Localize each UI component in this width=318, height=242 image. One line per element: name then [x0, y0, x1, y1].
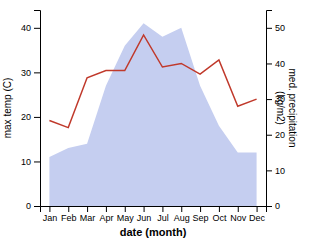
tick-label: 0: [275, 201, 280, 211]
tick: 40: [266, 59, 285, 69]
tick-mark: [106, 206, 107, 212]
tick: 20: [266, 130, 285, 140]
tick-label: 0: [26, 201, 31, 211]
tick-mark: [266, 206, 272, 207]
tick-mark: [49, 206, 50, 212]
tick: May: [117, 206, 135, 223]
tick: 0: [26, 201, 40, 211]
tick-label: Jul: [157, 213, 169, 223]
tick-mark: [34, 28, 40, 29]
y2-axis-title-line: (kg/m2): [275, 91, 286, 125]
tick-label: Sep: [193, 213, 209, 223]
tick: 10: [266, 166, 285, 176]
tick-mark: [125, 206, 126, 212]
tick-mark: [266, 63, 272, 64]
tick-label: Mar: [80, 213, 96, 223]
tick: Sep: [193, 206, 209, 223]
tick: Jul: [157, 206, 169, 223]
tick: Aug: [174, 206, 190, 223]
tick-mark: [266, 135, 272, 136]
y2-axis-title: med. precipitation(kg/m2): [275, 69, 298, 148]
tick-label: 10: [275, 166, 285, 176]
tick-mark: [144, 206, 145, 212]
x-axis-title: date (month): [120, 226, 187, 238]
tick-mark: [181, 206, 182, 212]
tick-mark: [219, 206, 220, 212]
tick: Nov: [230, 206, 247, 223]
tick: 20: [21, 112, 40, 122]
tick-label: Jun: [137, 213, 152, 223]
tick-mark: [162, 206, 163, 212]
tick-mark: [266, 170, 272, 171]
tick-mark: [34, 161, 40, 162]
tick-mark: [34, 206, 40, 207]
area: [49, 23, 256, 206]
tick: Feb: [61, 206, 77, 223]
tick-mark: [34, 117, 40, 118]
tick-mark: [34, 72, 40, 73]
tick: 40: [21, 23, 40, 33]
plot: JanFebMarApr MayJun Jul AugSepOctNovDec 0 10 2…: [21, 11, 285, 224]
tick-label: Apr: [99, 213, 113, 223]
tick-mark: [238, 206, 239, 212]
tick: 10: [21, 157, 40, 167]
tick-mark: [68, 206, 69, 212]
tick-label: Feb: [61, 213, 77, 223]
tick-mark: [87, 206, 88, 212]
tick-mark: [266, 99, 272, 100]
tick-label: 40: [21, 23, 31, 33]
tick-label: 20: [275, 130, 285, 140]
x-axis: JanFebMarApr MayJun Jul AugSepOctNovDec: [41, 206, 267, 223]
y2-axis-title-line: med. precipitation: [287, 69, 298, 148]
tick-label: 10: [21, 157, 31, 167]
tick-label: Dec: [249, 213, 266, 223]
y-axis: 0 10 20 30 40: [21, 11, 41, 212]
marks: [49, 23, 256, 206]
tick-mark: [257, 206, 258, 212]
tick-label: Nov: [230, 213, 247, 223]
axis-line: [267, 11, 273, 207]
tick-label: Aug: [174, 213, 190, 223]
tick-label: 20: [21, 112, 31, 122]
tick: 50: [266, 23, 285, 33]
line: [49, 35, 256, 128]
tick-label: Oct: [212, 213, 227, 223]
tick-label: 50: [275, 23, 285, 33]
tick: Mar: [80, 206, 96, 223]
y2-axis: 01020304050: [266, 11, 285, 212]
chart: JanFebMarApr MayJun Jul AugSepOctNovDec 0 10 2…: [0, 0, 318, 242]
tick-label: Jan: [43, 213, 58, 223]
y-axis-title: max temp (C): [2, 78, 13, 139]
tick-mark: [200, 206, 201, 212]
tick-label: 30: [21, 68, 31, 78]
tick: 30: [21, 68, 40, 78]
tick: Oct: [212, 206, 227, 223]
axis-line: [41, 207, 267, 213]
tick-label: May: [117, 213, 135, 223]
tick: Apr: [99, 206, 113, 223]
axis-line: [34, 11, 41, 207]
tick: Jan: [43, 206, 58, 223]
tick-label: 40: [275, 59, 285, 69]
tick-mark: [266, 28, 272, 29]
tick: Dec: [249, 206, 266, 223]
tick: Jun: [137, 206, 152, 223]
tick: 0: [266, 201, 280, 211]
